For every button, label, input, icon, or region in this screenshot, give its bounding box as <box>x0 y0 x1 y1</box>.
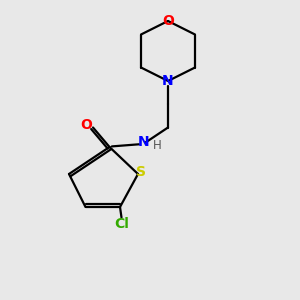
Text: Cl: Cl <box>114 217 129 230</box>
Text: S: S <box>136 166 146 179</box>
Text: O: O <box>162 14 174 28</box>
Text: N: N <box>138 136 150 149</box>
Text: H: H <box>152 139 161 152</box>
Text: O: O <box>80 118 92 132</box>
Text: N: N <box>162 74 174 88</box>
